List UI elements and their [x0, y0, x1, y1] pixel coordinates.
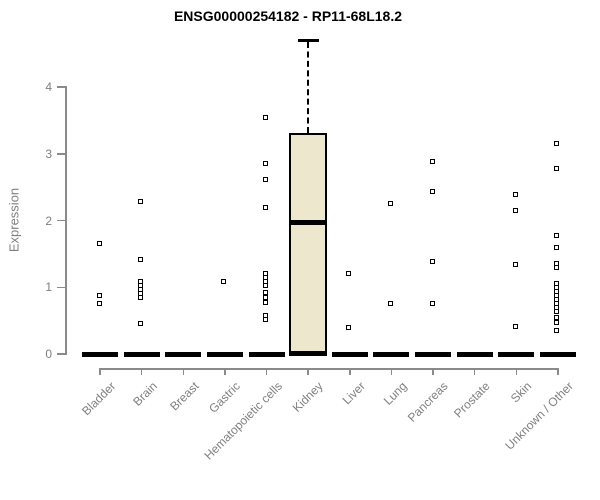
- y-tick-label: 2: [45, 213, 52, 228]
- y-tick-label: 1: [45, 280, 52, 295]
- x-axis-tick: [307, 368, 309, 375]
- box: [288, 133, 328, 357]
- data-point: [263, 316, 269, 322]
- x-category-label: Prostate: [451, 379, 493, 421]
- x-axis-tick: [265, 368, 268, 375]
- data-point: [263, 176, 269, 182]
- y-tick-label: 3: [45, 146, 52, 161]
- x-axis-tick: [99, 368, 101, 375]
- x-category-label: Kidney: [290, 379, 327, 415]
- zero-median-bar: [373, 351, 410, 357]
- data-point: [346, 271, 352, 277]
- zero-median-bar: [123, 351, 160, 357]
- data-point: [554, 141, 560, 147]
- y-axis-tick: [57, 219, 65, 222]
- chart-title: ENSG00000254182 - RP11-68L18.2: [173, 8, 403, 24]
- x-category-label: Hematopoietic cells: [200, 379, 285, 463]
- data-point: [263, 160, 269, 166]
- data-point: [138, 320, 144, 326]
- x-category-label: Lung: [380, 379, 410, 408]
- y-tick-label: 4: [45, 80, 52, 94]
- data-point: [263, 300, 269, 306]
- data-point: [429, 159, 435, 165]
- x-category-label: Gastric: [206, 379, 243, 416]
- zero-median-bar: [165, 351, 202, 357]
- y-axis-title: Expression: [6, 187, 22, 253]
- zero-median-bar: [206, 351, 243, 357]
- zero-median-bar: [415, 351, 452, 357]
- x-axis-line: [99, 368, 559, 370]
- data-point: [554, 165, 560, 171]
- zero-median-bar: [456, 351, 493, 357]
- data-point: [554, 315, 560, 321]
- data-point: [138, 256, 144, 262]
- data-point: [138, 198, 144, 204]
- x-category-label: Brain: [129, 379, 160, 409]
- y-axis-tick: [57, 86, 65, 88]
- data-point: [346, 324, 352, 330]
- x-axis-tick: [140, 368, 143, 375]
- data-point: [429, 300, 435, 306]
- x-axis-tick: [349, 368, 351, 375]
- data-point: [263, 283, 269, 289]
- data-point: [554, 244, 560, 250]
- zero-median-bar: [498, 351, 535, 357]
- data-point: [96, 241, 102, 247]
- data-point: [512, 262, 518, 268]
- x-axis-tick: [515, 368, 518, 375]
- whisker-line: [307, 42, 310, 134]
- x-category-label: Bladder: [78, 379, 118, 419]
- data-point: [429, 259, 435, 265]
- x-axis-tick: [557, 368, 559, 375]
- x-category-label: Pancreas: [405, 379, 451, 425]
- x-category-label: Skin: [507, 379, 535, 406]
- data-point: [554, 264, 560, 270]
- data-point: [263, 295, 269, 301]
- y-axis-tick: [57, 353, 65, 355]
- x-axis-tick: [182, 368, 185, 375]
- y-tick-label: 0: [45, 347, 52, 361]
- data-point: [387, 300, 393, 306]
- x-axis-tick: [473, 368, 476, 375]
- y-axis-tick: [57, 286, 65, 288]
- data-point: [554, 320, 560, 326]
- median-line: [288, 220, 328, 225]
- zero-median-bar: [331, 351, 368, 357]
- data-point: [96, 300, 102, 306]
- data-point: [512, 207, 518, 213]
- data-point: [221, 279, 227, 285]
- data-point: [96, 292, 102, 298]
- data-point: [263, 205, 269, 211]
- y-axis-line: [65, 86, 67, 355]
- x-category-label: Breast: [166, 379, 202, 414]
- data-point: [554, 328, 560, 334]
- x-category-label: Liver: [339, 379, 368, 408]
- x-axis-tick: [390, 368, 393, 375]
- y-axis-tick: [57, 153, 65, 155]
- x-axis-tick: [432, 368, 434, 375]
- data-point: [554, 232, 560, 238]
- data-point: [138, 295, 144, 301]
- data-point: [512, 191, 518, 197]
- whisker-cap: [297, 39, 319, 42]
- data-point: [429, 189, 435, 195]
- data-point: [554, 309, 560, 315]
- zero-median-bar: [539, 351, 576, 357]
- zero-median-bar: [82, 351, 118, 357]
- data-point: [512, 324, 518, 330]
- zero-median-bar: [248, 351, 285, 357]
- data-point: [263, 115, 269, 121]
- data-point: [263, 270, 269, 276]
- x-axis-tick: [224, 368, 226, 375]
- data-point: [387, 201, 393, 207]
- data-point: [263, 290, 269, 296]
